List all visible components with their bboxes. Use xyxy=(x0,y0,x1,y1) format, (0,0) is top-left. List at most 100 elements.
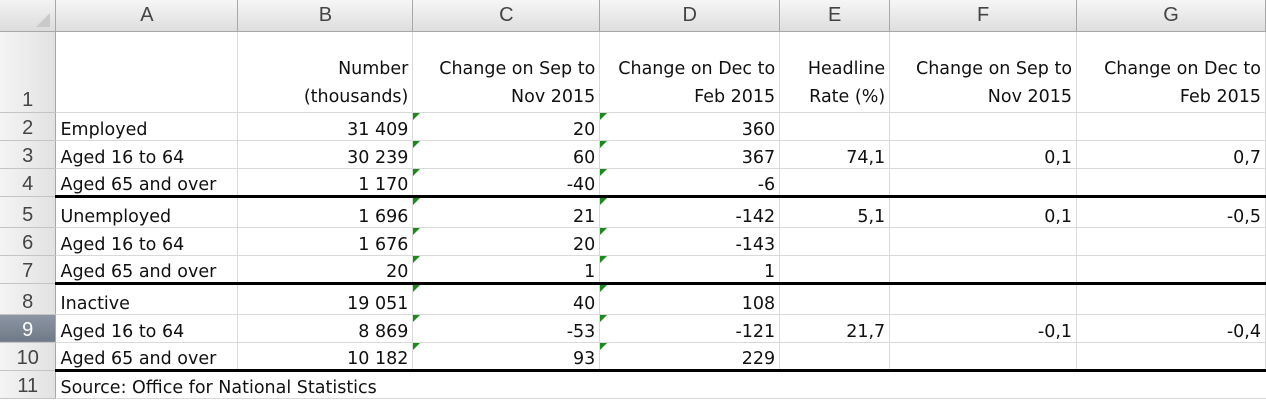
sheet-row: 2 Employed 31 409 20 360 xyxy=(0,111,1266,141)
cell-b3[interactable]: 30 239 xyxy=(237,140,414,169)
cell-b8[interactable]: 19 051 xyxy=(237,281,414,315)
cell-c9[interactable]: -53 xyxy=(412,314,601,343)
cell-a9[interactable]: Aged 16 to 64 xyxy=(55,314,239,343)
cell-f1[interactable]: Change on Sep to Nov 2015 xyxy=(889,31,1078,113)
cell-f10[interactable] xyxy=(889,342,1078,371)
cell-d6[interactable]: -143 xyxy=(599,227,781,256)
cell-g9[interactable]: -0,4 xyxy=(1076,314,1266,343)
cell-a8[interactable]: Inactive xyxy=(55,281,239,315)
cell-f3[interactable]: 0,1 xyxy=(889,140,1078,169)
select-all-corner[interactable] xyxy=(0,0,57,32)
cell-b1[interactable]: Number (thousands) xyxy=(237,31,414,113)
cell-a11[interactable]: Source: Office for National Statistics xyxy=(55,368,1266,399)
sheet-row: 4 Aged 65 and over 1 170 -40 -6 xyxy=(0,168,1266,197)
cell-f9[interactable]: -0,1 xyxy=(889,314,1078,343)
cell-c2[interactable]: 20 xyxy=(412,111,601,141)
cell-a7[interactable]: Aged 65 and over xyxy=(55,255,239,284)
cell-f4[interactable] xyxy=(889,168,1078,197)
cell-e5[interactable]: 5,1 xyxy=(779,194,891,228)
cell-g7[interactable] xyxy=(1076,255,1266,284)
cell-e2[interactable] xyxy=(779,111,891,141)
cell-c6[interactable]: 20 xyxy=(412,227,601,256)
row-header-8[interactable]: 8 xyxy=(0,283,57,315)
cell-c10[interactable]: 93 xyxy=(412,342,601,371)
cell-d2[interactable]: 360 xyxy=(599,111,781,141)
column-header-f[interactable]: F xyxy=(889,0,1078,32)
cell-d3[interactable]: 367 xyxy=(599,140,781,169)
row-header-10[interactable]: 10 xyxy=(0,342,57,371)
cell-g10[interactable] xyxy=(1076,342,1266,371)
cell-b10[interactable]: 10 182 xyxy=(237,342,414,371)
row-header-11[interactable]: 11 xyxy=(0,370,57,399)
cell-d10[interactable]: 229 xyxy=(599,342,781,371)
cell-e8[interactable] xyxy=(779,281,891,315)
cell-d5[interactable]: -142 xyxy=(599,194,781,228)
cell-e10[interactable] xyxy=(779,342,891,371)
cell-b6[interactable]: 1 676 xyxy=(237,227,414,256)
cell-c4[interactable]: -40 xyxy=(412,168,601,197)
cell-a5[interactable]: Unemployed xyxy=(55,194,239,228)
row-header-3[interactable]: 3 xyxy=(0,140,57,169)
cell-g5[interactable]: -0,5 xyxy=(1076,194,1266,228)
cell-e4[interactable] xyxy=(779,168,891,197)
cell-a10[interactable]: Aged 65 and over xyxy=(55,342,239,371)
cell-b7[interactable]: 20 xyxy=(237,255,414,284)
cell-b4[interactable]: 1 170 xyxy=(237,168,414,197)
cell-c1[interactable]: Change on Sep to Nov 2015 xyxy=(412,31,601,113)
row-header-5[interactable]: 5 xyxy=(0,196,57,228)
sheet-row: 11 Source: Office for National Statistics xyxy=(0,368,1266,399)
cell-g3[interactable]: 0,7 xyxy=(1076,140,1266,169)
sheet-row: 10 Aged 65 and over 10 182 93 229 xyxy=(0,342,1266,371)
cell-e6[interactable] xyxy=(779,227,891,256)
cell-e3[interactable]: 74,1 xyxy=(779,140,891,169)
cell-a1[interactable] xyxy=(55,31,239,113)
cell-e9[interactable]: 21,7 xyxy=(779,314,891,343)
cell-f6[interactable] xyxy=(889,227,1078,256)
sheet-row: 3 Aged 16 to 64 30 239 60 367 74,1 0,1 0,7 xyxy=(0,140,1266,169)
cell-g4[interactable] xyxy=(1076,168,1266,197)
column-header-g[interactable]: G xyxy=(1076,0,1266,32)
sheet-row: 1 Number (thousands) Change on Sep to Nov … xyxy=(0,31,1266,113)
cell-d8[interactable]: 108 xyxy=(599,281,781,315)
cell-c5[interactable]: 21 xyxy=(412,194,601,228)
row-header-6[interactable]: 6 xyxy=(0,227,57,256)
sheet-row: 8 Inactive 19 051 40 108 xyxy=(0,281,1266,315)
cell-c8[interactable]: 40 xyxy=(412,281,601,315)
sheet-row: 7 Aged 65 and over 20 1 1 xyxy=(0,255,1266,284)
cell-d1[interactable]: Change on Dec to Feb 2015 xyxy=(599,31,781,113)
cell-g2[interactable] xyxy=(1076,111,1266,141)
cell-d4[interactable]: -6 xyxy=(599,168,781,197)
column-header-a[interactable]: A xyxy=(55,0,239,32)
row-header-7[interactable]: 7 xyxy=(0,255,57,284)
cell-a6[interactable]: Aged 16 to 64 xyxy=(55,227,239,256)
cell-d9[interactable]: -121 xyxy=(599,314,781,343)
cell-d7[interactable]: 1 xyxy=(599,255,781,284)
cell-e1[interactable]: Headline Rate (%) xyxy=(779,31,891,113)
cell-b9[interactable]: 8 869 xyxy=(237,314,414,343)
cell-g1[interactable]: Change on Dec to Feb 2015 xyxy=(1076,31,1266,113)
cell-g8[interactable] xyxy=(1076,281,1266,315)
cell-b2[interactable]: 31 409 xyxy=(237,111,414,141)
column-header-d[interactable]: D xyxy=(599,0,781,32)
cell-e7[interactable] xyxy=(779,255,891,284)
cell-b5[interactable]: 1 696 xyxy=(237,194,414,228)
cell-c3[interactable]: 60 xyxy=(412,140,601,169)
column-header-b[interactable]: B xyxy=(237,0,414,32)
cell-f5[interactable]: 0,1 xyxy=(889,194,1078,228)
column-header-e[interactable]: E xyxy=(779,0,891,32)
cell-c7[interactable]: 1 xyxy=(412,255,601,284)
row-header-2[interactable]: 2 xyxy=(0,112,57,141)
row-header-4[interactable]: 4 xyxy=(0,168,57,197)
cell-a3[interactable]: Aged 16 to 64 xyxy=(55,140,239,169)
row-header-1[interactable]: 1 xyxy=(0,31,57,113)
column-header-c[interactable]: C xyxy=(412,0,601,32)
cell-g6[interactable] xyxy=(1076,227,1266,256)
cell-f8[interactable] xyxy=(889,281,1078,315)
cell-f2[interactable] xyxy=(889,111,1078,141)
cell-a4[interactable]: Aged 65 and over xyxy=(55,168,239,197)
row-header-9[interactable]: 9 xyxy=(0,314,57,343)
cell-f7[interactable] xyxy=(889,255,1078,284)
cell-a2[interactable]: Employed xyxy=(55,111,239,141)
